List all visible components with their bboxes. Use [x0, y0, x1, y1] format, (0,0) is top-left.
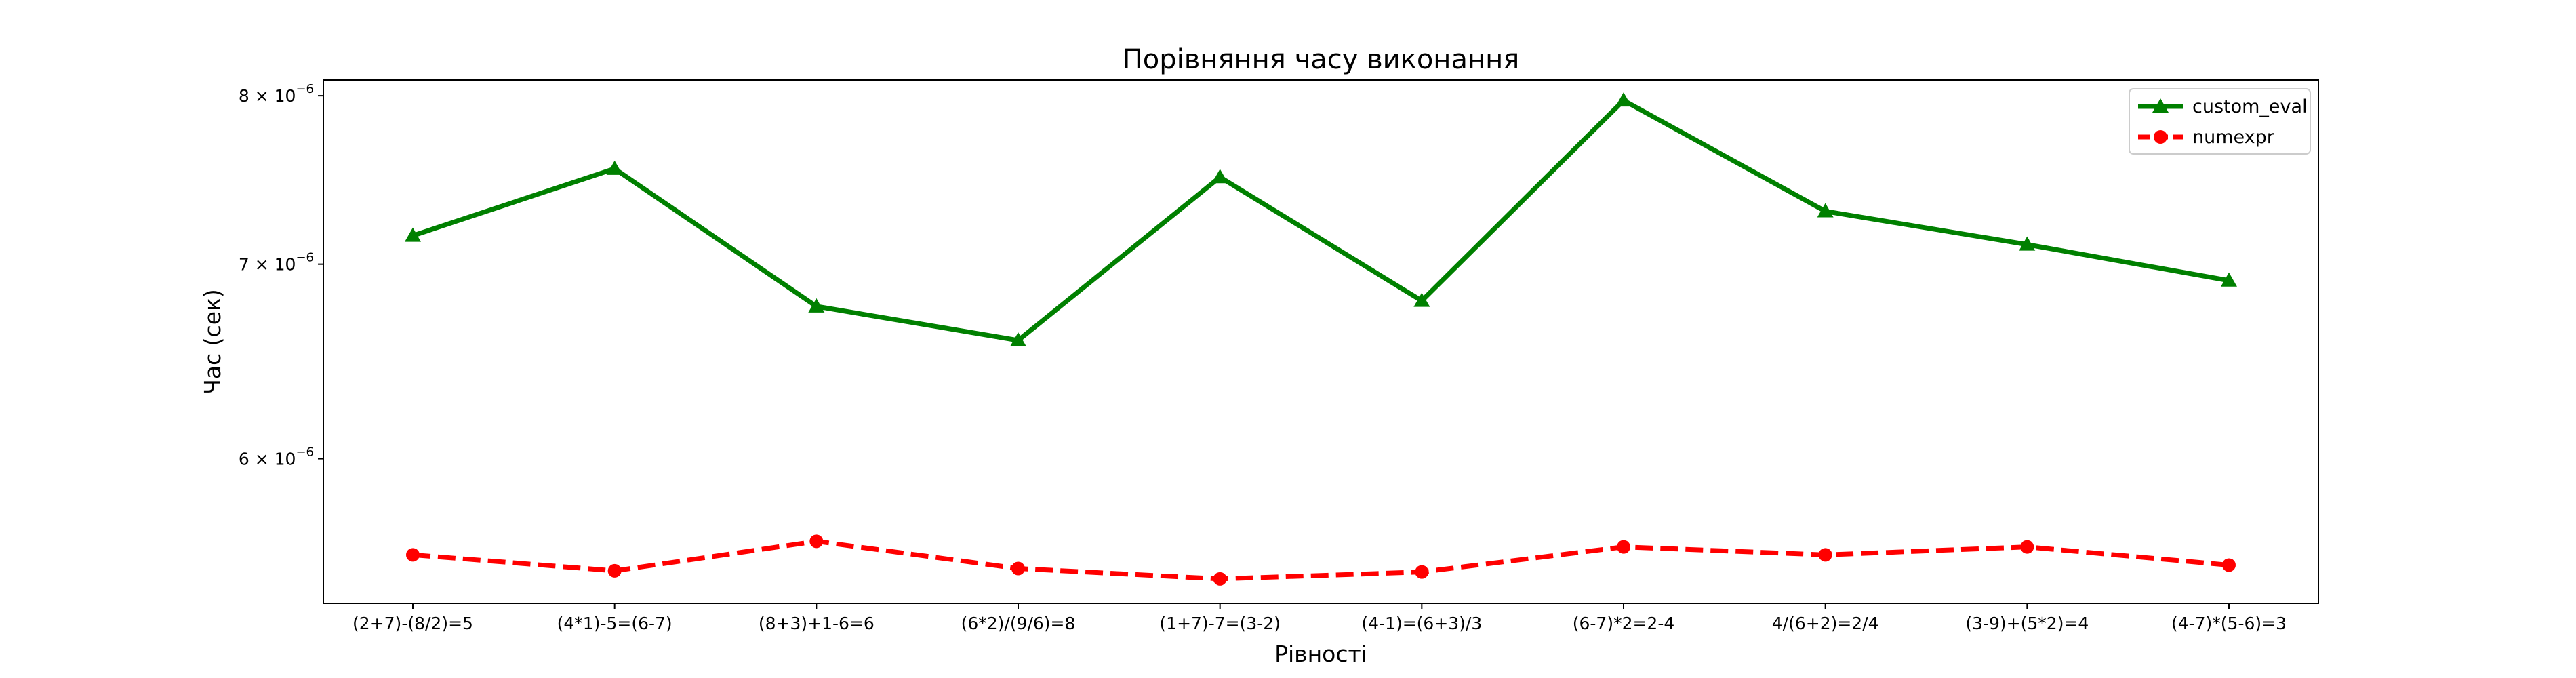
- data-point: [1011, 561, 1025, 576]
- y-axis-label: Час (сек): [199, 289, 226, 395]
- legend-marker: [2154, 130, 2167, 144]
- y-tick-label: 7 × 10−6: [239, 251, 314, 275]
- x-tick: 4/(6+2)=2/4: [1772, 603, 1879, 633]
- data-point: [2019, 236, 2036, 251]
- x-tick-label: (6-7)*2=2-4: [1573, 614, 1675, 633]
- data-point: [406, 548, 420, 562]
- y-tick-exponent: −6: [296, 251, 314, 265]
- data-point: [808, 298, 825, 313]
- x-tick-label: (4*1)-5=(6-7): [557, 614, 672, 633]
- y-tick: 7 × 10−6: [239, 251, 323, 275]
- data-point: [1211, 169, 1228, 184]
- data-point: [1818, 548, 1832, 562]
- x-tick: (4-1)=(6+3)/3: [1361, 603, 1482, 633]
- x-tick: (8+3)+1-6=6: [759, 603, 874, 633]
- data-point: [1413, 292, 1430, 307]
- y-tick-exponent: −6: [296, 445, 314, 460]
- y-tick-base: × 10: [249, 255, 296, 275]
- series-line: [412, 538, 2230, 582]
- data-point: [2221, 272, 2237, 287]
- x-tick: (2+7)-(8/2)=5: [353, 603, 473, 633]
- series-numexpr: [406, 534, 2236, 586]
- x-tick-label: (8+3)+1-6=6: [759, 614, 874, 633]
- x-tick-label: (1+7)-7=(3-2): [1159, 614, 1280, 633]
- x-tick: (3-9)+(5*2)=4: [1965, 603, 2089, 633]
- plot-area: [405, 92, 2237, 586]
- y-tick-base: × 10: [249, 450, 296, 469]
- y-tick-mantissa: 8: [239, 86, 249, 106]
- data-point: [1213, 572, 1227, 586]
- chart-title: Порівняння часу виконання: [1123, 44, 1520, 75]
- legend-label: custom_eval: [2192, 96, 2308, 117]
- data-point: [2020, 540, 2034, 554]
- data-point: [1615, 92, 1632, 107]
- y-tick-exponent: −6: [296, 82, 314, 96]
- y-tick: 6 × 10−6: [239, 445, 323, 469]
- x-tick-label: (3-9)+(5*2)=4: [1965, 614, 2089, 633]
- x-tick: (6*2)/(9/6)=8: [961, 603, 1076, 633]
- x-axis-ticks: (2+7)-(8/2)=5 (4*1)-5=(6-7) (8+3)+1-6=6 (6*…: [353, 603, 2287, 633]
- x-tick-label: 4/(6+2)=2/4: [1772, 614, 1879, 633]
- data-point: [405, 227, 421, 242]
- x-tick-label: (6*2)/(9/6)=8: [961, 614, 1076, 633]
- series-line: [411, 98, 2230, 343]
- data-point: [607, 563, 622, 578]
- axes-frame: [323, 79, 2319, 604]
- data-point: [606, 160, 623, 175]
- data-point: [1010, 332, 1026, 347]
- x-tick-label: (2+7)-(8/2)=5: [353, 614, 473, 633]
- y-tick-mantissa: 7: [239, 255, 249, 275]
- y-tick-label: 8 × 10−6: [239, 82, 314, 106]
- x-tick-label: (4-7)*(5-6)=3: [2171, 614, 2287, 633]
- y-tick: 8 × 10−6: [239, 82, 323, 106]
- x-axis-label: Рівності: [1274, 641, 1367, 667]
- x-tick: (1+7)-7=(3-2): [1159, 603, 1281, 633]
- x-tick-label: (4-1)=(6+3)/3: [1361, 614, 1482, 633]
- series-custom_eval: [405, 92, 2237, 347]
- legend-marker: [2152, 98, 2169, 113]
- legend-label: numexpr: [2192, 127, 2275, 148]
- data-point: [809, 534, 824, 549]
- y-tick-label: 6 × 10−6: [239, 445, 314, 469]
- data-point: [2222, 558, 2236, 572]
- y-tick-base: × 10: [249, 86, 296, 106]
- data-point: [1617, 540, 1630, 554]
- y-axis-ticks: 8 × 10−67 × 10−66 × 10−6: [239, 82, 323, 469]
- legend-entry: numexpr: [2138, 127, 2275, 148]
- x-tick: (4-7)*(5-6)=3: [2171, 603, 2287, 633]
- data-point: [1415, 565, 1429, 579]
- data-point: [1817, 203, 1834, 218]
- x-tick: (6-7)*2=2-4: [1573, 603, 1675, 633]
- y-tick-mantissa: 6: [239, 450, 249, 469]
- x-tick: (4*1)-5=(6-7): [557, 603, 672, 633]
- legend-entry: custom_eval: [2138, 96, 2308, 117]
